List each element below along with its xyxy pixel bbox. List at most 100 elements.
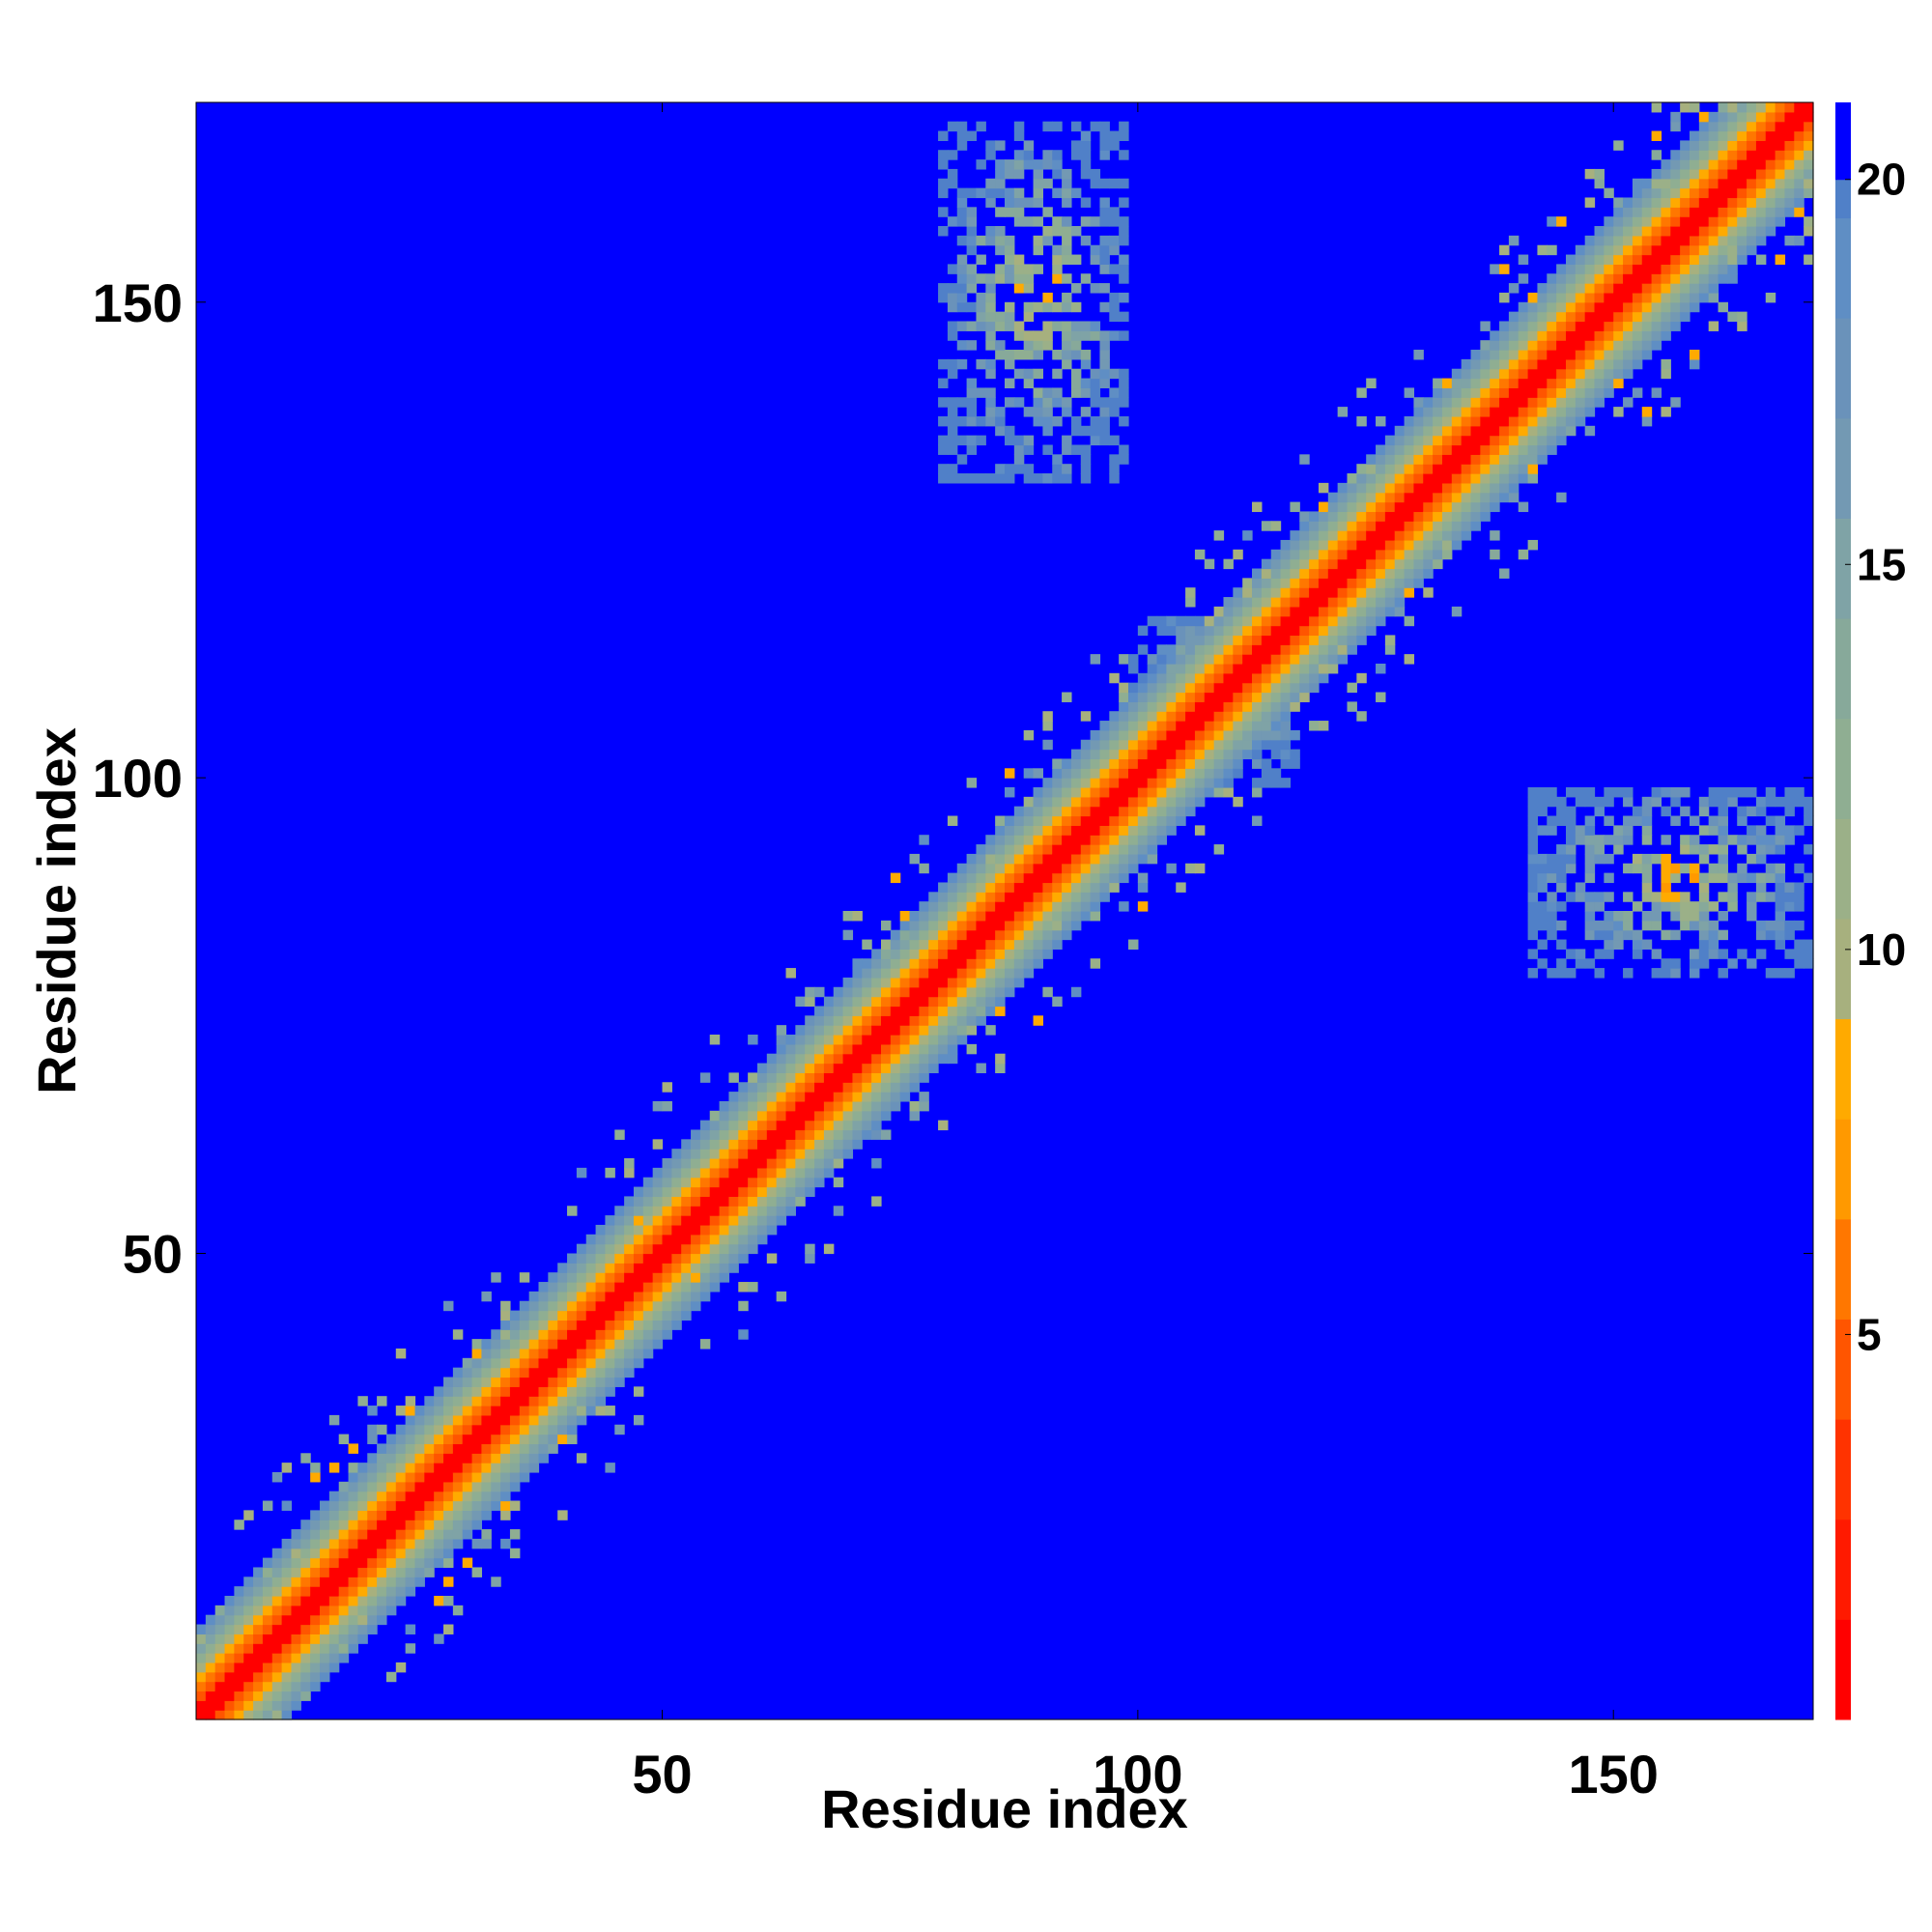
heatmap-cell bbox=[395, 1453, 407, 1463]
heatmap-cell bbox=[1099, 397, 1110, 408]
heatmap-cell bbox=[1747, 102, 1757, 113]
heatmap-cell bbox=[519, 1310, 530, 1321]
heatmap-cell bbox=[1156, 663, 1167, 674]
heatmap-cell bbox=[1109, 853, 1120, 865]
heatmap-cell bbox=[338, 1634, 350, 1644]
heatmap-cell bbox=[585, 1406, 597, 1416]
heatmap-cell bbox=[595, 1253, 607, 1264]
heatmap-cell bbox=[899, 958, 911, 969]
heatmap-cell bbox=[509, 1443, 521, 1454]
heatmap-cell bbox=[538, 1443, 549, 1454]
heatmap-cell bbox=[1670, 901, 1681, 912]
heatmap-cell bbox=[405, 1500, 416, 1511]
heatmap-cell bbox=[833, 1082, 844, 1093]
heatmap-cell bbox=[1337, 615, 1349, 627]
heatmap-cell bbox=[938, 920, 949, 931]
heatmap-cell bbox=[842, 929, 854, 941]
heatmap-cell bbox=[585, 1234, 597, 1245]
heatmap-cell bbox=[1594, 283, 1605, 294]
heatmap-cell bbox=[1042, 929, 1053, 941]
heatmap-cell bbox=[1641, 835, 1653, 845]
heatmap-cell bbox=[310, 1529, 321, 1540]
heatmap-cell bbox=[633, 1291, 644, 1302]
heatmap-cell bbox=[1137, 806, 1149, 817]
heatmap-cell bbox=[1708, 130, 1719, 141]
heatmap-cell bbox=[995, 911, 1006, 922]
heatmap-cell bbox=[985, 368, 996, 380]
heatmap-cell bbox=[1156, 672, 1167, 684]
heatmap-cell bbox=[1718, 911, 1728, 922]
heatmap-cell bbox=[995, 178, 1006, 189]
heatmap-cell bbox=[652, 1215, 664, 1226]
heatmap-cell bbox=[814, 1006, 825, 1016]
heatmap-cell bbox=[1632, 197, 1643, 208]
heatmap-cell bbox=[1042, 949, 1053, 959]
heatmap-cell bbox=[995, 863, 1006, 874]
heatmap-cell bbox=[243, 1643, 254, 1654]
heatmap-cell bbox=[1013, 911, 1025, 922]
heatmap-cell bbox=[1366, 587, 1377, 598]
heatmap-cell bbox=[1156, 654, 1167, 665]
heatmap-cell bbox=[1413, 415, 1424, 427]
heatmap-cell bbox=[328, 1529, 340, 1540]
heatmap-cell bbox=[1718, 835, 1728, 845]
heatmap-cell bbox=[1080, 273, 1092, 284]
heatmap-cell bbox=[985, 1006, 996, 1016]
heatmap-cell bbox=[1062, 435, 1072, 446]
heatmap-cell bbox=[481, 1396, 492, 1406]
heatmap-cell bbox=[338, 1643, 350, 1654]
heatmap-cell bbox=[471, 1377, 483, 1387]
heatmap-cell bbox=[1023, 892, 1035, 902]
heatmap-cell bbox=[320, 1671, 330, 1683]
heatmap-cell bbox=[756, 1072, 768, 1083]
heatmap-cell bbox=[1784, 892, 1795, 902]
heatmap-cell bbox=[1109, 739, 1120, 751]
y-tick-label: 100 bbox=[93, 748, 183, 809]
heatmap-cell bbox=[1062, 244, 1072, 256]
heatmap-cell bbox=[1252, 758, 1263, 769]
heatmap-cell bbox=[748, 1196, 758, 1207]
heatmap-cell bbox=[709, 1149, 721, 1159]
heatmap-cell bbox=[1651, 254, 1662, 265]
heatmap-cell bbox=[1042, 815, 1053, 826]
heatmap-cell bbox=[1080, 378, 1092, 389]
heatmap-cell bbox=[1119, 815, 1129, 826]
heatmap-cell bbox=[995, 273, 1006, 284]
heatmap-cell bbox=[1099, 264, 1110, 274]
heatmap-cell bbox=[652, 1339, 664, 1350]
heatmap-cell bbox=[1718, 264, 1728, 274]
heatmap-cell bbox=[995, 407, 1006, 417]
heatmap-cell bbox=[1584, 825, 1596, 836]
heatmap-cell bbox=[281, 1577, 293, 1587]
heatmap-cell bbox=[414, 1406, 425, 1416]
heatmap-cell bbox=[1013, 958, 1025, 969]
heatmap-cell bbox=[1023, 825, 1035, 836]
heatmap-cell bbox=[1661, 958, 1671, 969]
heatmap-cell bbox=[1166, 786, 1177, 798]
heatmap-cell bbox=[452, 1414, 464, 1426]
heatmap-cell bbox=[776, 1072, 787, 1083]
heatmap-cell bbox=[1080, 321, 1092, 331]
heatmap-cell bbox=[310, 1471, 321, 1483]
heatmap-cell bbox=[1461, 454, 1472, 465]
heatmap-cell bbox=[1376, 663, 1386, 674]
heatmap-cell bbox=[1537, 407, 1548, 417]
heatmap-cell bbox=[1204, 739, 1215, 751]
heatmap-cell bbox=[585, 1291, 597, 1302]
heatmap-cell bbox=[1137, 672, 1149, 684]
heatmap-cell bbox=[1128, 778, 1139, 788]
heatmap-cell bbox=[1062, 786, 1072, 798]
heatmap-cell bbox=[1765, 929, 1776, 941]
heatmap-cell bbox=[871, 1035, 882, 1045]
heatmap-cell bbox=[652, 1177, 664, 1188]
heatmap-cell bbox=[338, 1538, 350, 1549]
heatmap-cell bbox=[795, 1025, 806, 1036]
heatmap-cell bbox=[253, 1710, 264, 1720]
heatmap-cell bbox=[1433, 407, 1443, 417]
heatmap-cell bbox=[1384, 539, 1396, 551]
heatmap-cell bbox=[1347, 606, 1357, 617]
heatmap-cell bbox=[1565, 892, 1577, 902]
heatmap-cell bbox=[1185, 587, 1196, 598]
heatmap-cell bbox=[938, 996, 949, 1008]
heatmap-cell bbox=[662, 1300, 672, 1312]
